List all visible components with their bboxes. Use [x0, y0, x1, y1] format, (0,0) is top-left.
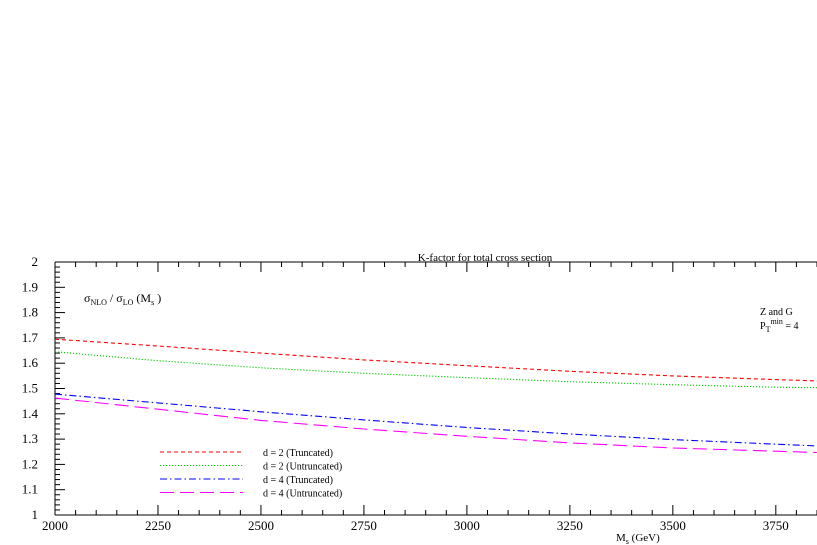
annotation: Z and G PTmin = 4: [760, 307, 799, 334]
x-axis: 2000 2250 2500 2750 3000 3250 3500 3750: [42, 262, 817, 533]
y-axis: 1 1.1 1.2 1.3 1.4 1.5 1.6 1.7 1.8 1.9 2: [22, 254, 65, 522]
legend: d = 2 (Truncated) d = 2 (Untruncated) d = …: [160, 448, 342, 500]
x-tick-label: 3250: [557, 518, 583, 533]
y-tick-label: 1.7: [22, 330, 39, 345]
chart-title: K-factor for total cross section: [418, 252, 553, 264]
x-axis-label: Ms (GeV): [616, 532, 660, 545]
x-tick-label: 3750: [763, 518, 789, 533]
series-line-2: [54, 351, 817, 389]
legend-label: d = 2 (Untruncated): [263, 462, 342, 473]
y-tick-label: 1.2: [22, 456, 38, 471]
annotation-line1: Z and G: [760, 307, 793, 318]
legend-label: d = 4 (Truncated): [263, 475, 333, 486]
y-tick-label: 1.9: [22, 279, 38, 294]
x-tick-label: 2750: [351, 518, 377, 533]
annotation-line2: PTmin = 4: [760, 317, 799, 334]
x-tick-label: 2000: [42, 518, 68, 533]
x-tick-label: 2500: [248, 518, 274, 533]
y-tick-label: 1.6: [22, 355, 39, 370]
y-axis-label: σNLO / σLO (Ms ): [84, 291, 161, 307]
y-tick-label: 1.5: [22, 381, 38, 396]
y-tick-label: 1.1: [22, 482, 38, 497]
y-tick-label: 2: [32, 254, 39, 269]
legend-label: d = 2 (Truncated): [263, 448, 333, 459]
series-line-1: [54, 338, 817, 382]
x-tick-label: 2250: [145, 518, 171, 533]
y-tick-label: 1.8: [22, 305, 38, 320]
series-line-3: [54, 393, 817, 447]
x-tick-label: 3000: [454, 518, 480, 533]
series-line-4: [54, 397, 817, 454]
x-tick-label: 3500: [660, 518, 686, 533]
y-tick-label: 1: [32, 507, 39, 522]
series-lines: [54, 338, 817, 454]
legend-label: d = 4 (Untruncated): [263, 489, 342, 500]
y-tick-label: 1.3: [22, 431, 38, 446]
plot-frame: [54, 261, 817, 516]
y-tick-label: 1.4: [22, 406, 39, 421]
